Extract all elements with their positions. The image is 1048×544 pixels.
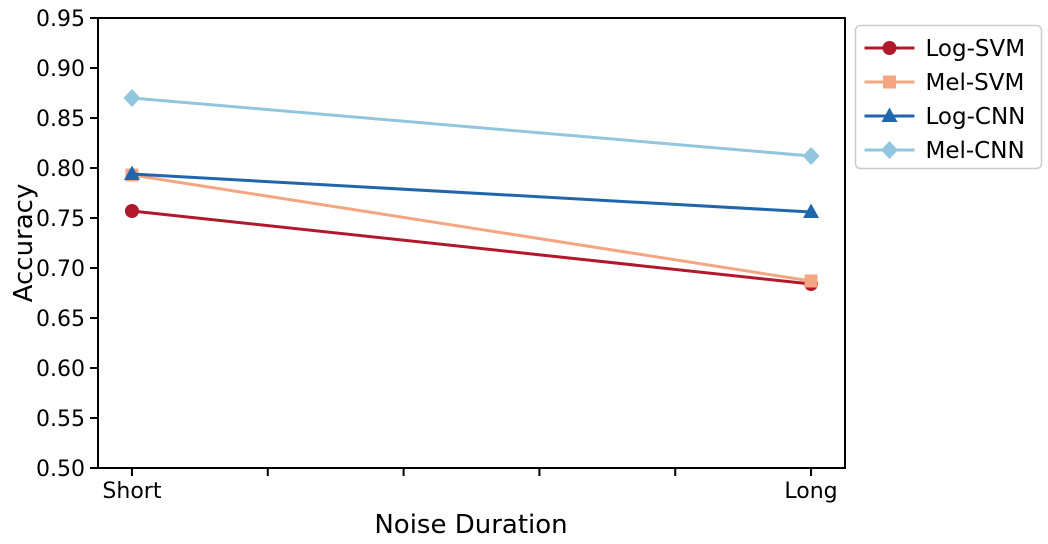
series-line-mel-svm bbox=[131, 173, 812, 283]
data-point-marker-log-cnn bbox=[803, 203, 820, 218]
x-axis-label: Noise Duration bbox=[374, 510, 567, 540]
y-tick-label: 0.95 bbox=[36, 7, 85, 32]
legend-label-log-svm: Log-SVM bbox=[926, 36, 1026, 62]
series-mel-svm bbox=[125, 168, 818, 288]
legend-marker-mel-svm bbox=[883, 75, 896, 89]
y-tick-label: 0.65 bbox=[36, 307, 85, 332]
legend: Log-SVM Mel-SVM Log-CNN Mel-CNN bbox=[854, 24, 1043, 170]
legend-label-mel-svm: Mel-SVM bbox=[926, 70, 1025, 96]
series-line-log-cnn bbox=[131, 172, 812, 214]
legend-item-log-cnn: Log-CNN bbox=[864, 104, 1026, 130]
legend-marker-mel-cnn bbox=[881, 141, 898, 159]
legend-item-mel-svm: Mel-SVM bbox=[864, 70, 1025, 96]
y-tick-label: 0.55 bbox=[36, 407, 85, 432]
y-tick-label: 0.50 bbox=[36, 457, 85, 482]
legend-item-log-svm: Log-SVM bbox=[864, 36, 1026, 62]
y-tick-label: 0.75 bbox=[36, 207, 85, 232]
data-point-marker-log-cnn bbox=[123, 165, 140, 180]
series-log-cnn bbox=[123, 165, 820, 218]
data-point-marker-mel-cnn bbox=[123, 89, 141, 107]
series-log-svm bbox=[124, 204, 819, 291]
x-tick-label: Long bbox=[784, 479, 837, 504]
y-tick-label: 0.90 bbox=[36, 57, 85, 82]
legend-marker-log-svm bbox=[882, 41, 897, 55]
y-axis-label: Accuracy bbox=[9, 184, 39, 303]
y-tick-label: 0.70 bbox=[36, 257, 85, 282]
data-point-marker-mel-svm bbox=[804, 274, 818, 288]
legend-label-mel-cnn: Mel-CNN bbox=[926, 138, 1025, 164]
data-point-marker-log-svm bbox=[124, 204, 139, 218]
plot-layer: Short Long 0.50 0.55 0.60 0.65 0.70 0.75 0.80 0.8… bbox=[36, 7, 846, 504]
series-mel-cnn bbox=[123, 89, 820, 165]
legend-label-log-cnn: Log-CNN bbox=[926, 104, 1026, 130]
series-line-log-svm bbox=[131, 209, 812, 286]
y-tick-label: 0.60 bbox=[36, 357, 85, 382]
plot-frame bbox=[97, 17, 846, 469]
series-line-mel-cnn bbox=[131, 96, 812, 158]
y-tick-label: 0.80 bbox=[36, 157, 85, 182]
y-tick-label: 0.85 bbox=[36, 107, 85, 132]
legend-item-mel-cnn: Mel-CNN bbox=[864, 138, 1025, 164]
x-tick-label: Short bbox=[102, 479, 161, 504]
legend-marker-log-cnn bbox=[881, 107, 898, 122]
legend-box bbox=[854, 24, 1043, 170]
data-point-marker-mel-cnn bbox=[802, 147, 820, 165]
